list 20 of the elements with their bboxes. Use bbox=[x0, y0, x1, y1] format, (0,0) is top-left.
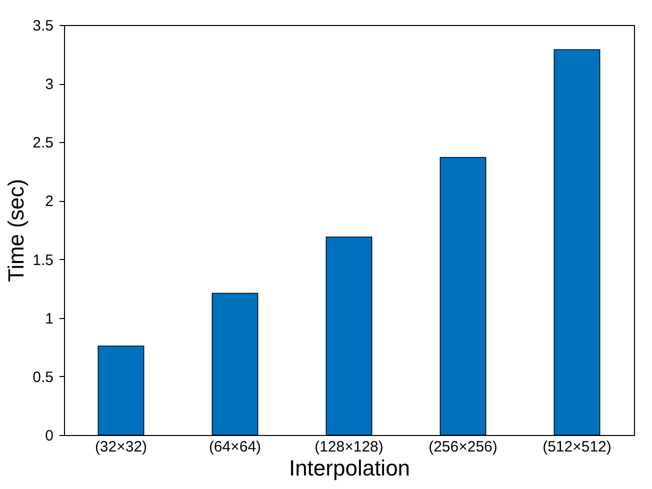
bar bbox=[98, 346, 144, 436]
x-tick-label: (64×64) bbox=[208, 438, 262, 456]
x-tick-label: (128×128) bbox=[314, 438, 384, 456]
x-axis-title: Interpolation bbox=[288, 456, 410, 480]
bar bbox=[326, 236, 372, 436]
y-tick-label: 1 bbox=[45, 310, 54, 328]
y-tick-label: 0.5 bbox=[32, 368, 54, 386]
x-tick-label: (32×32) bbox=[94, 438, 148, 456]
x-tick-label: (512×512) bbox=[542, 438, 612, 456]
y-tick-label: 2.5 bbox=[32, 134, 54, 152]
bar bbox=[554, 49, 600, 436]
bar bbox=[440, 156, 486, 436]
y-tick-label: 1.5 bbox=[32, 252, 54, 269]
y-tick-label: 2 bbox=[45, 193, 54, 210]
y-tick-label: 0 bbox=[45, 428, 54, 444]
x-tick-label: (256×256) bbox=[428, 438, 498, 456]
y-tick-label: 3.5 bbox=[32, 18, 54, 34]
bar bbox=[212, 292, 258, 436]
y-tick-label: 3 bbox=[45, 76, 54, 94]
y-axis-title: Time (sec) bbox=[4, 178, 29, 282]
